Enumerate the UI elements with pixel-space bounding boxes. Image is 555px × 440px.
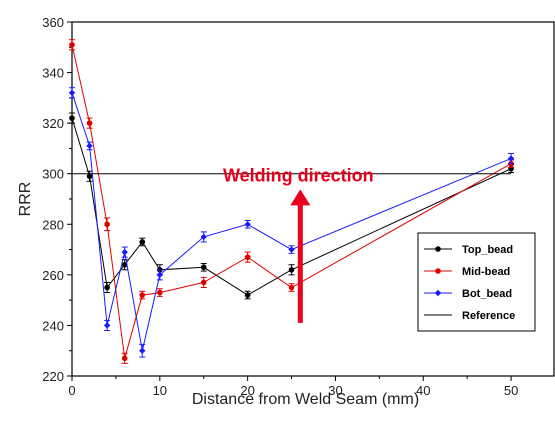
data-point-bot-bead xyxy=(103,322,111,329)
y-tick-label: 260 xyxy=(42,268,64,283)
y-tick-label: 240 xyxy=(42,318,64,333)
x-tick-label: 10 xyxy=(153,383,167,398)
data-point-mid-bead xyxy=(121,355,128,362)
y-tick-label: 300 xyxy=(42,167,64,182)
series-line-bot-bead xyxy=(71,92,512,351)
legend-label-reference: Reference xyxy=(462,310,515,322)
y-tick-label: 280 xyxy=(42,217,64,232)
data-point-bot-bead xyxy=(86,142,93,150)
data-point-bot-bead xyxy=(156,271,164,279)
legend-label-top-bead: Top_bead xyxy=(462,244,513,256)
data-point-top-bead xyxy=(139,239,146,245)
data-point-mid-bead xyxy=(288,284,295,291)
data-point-top-bead xyxy=(200,264,207,271)
welding-direction-label: Welding direction xyxy=(223,165,374,185)
data-point-bot-bead xyxy=(121,248,128,256)
y-tick-label: 320 xyxy=(42,116,64,131)
data-point-bot-bead xyxy=(288,246,295,253)
data-point-mid-bead xyxy=(157,289,163,296)
x-tick-label: 20 xyxy=(240,383,254,398)
y-tick-label: 340 xyxy=(42,66,64,81)
data-point-bot-bead xyxy=(68,89,76,96)
y-axis-title: RRR xyxy=(17,182,34,217)
x-tick-label: 30 xyxy=(328,383,342,398)
data-point-bot-bead xyxy=(244,221,251,228)
data-point-mid-bead xyxy=(244,254,251,260)
data-point-bot-bead xyxy=(139,347,146,354)
welding-direction-arrow-head xyxy=(290,189,311,206)
data-point-bot-bead xyxy=(507,155,515,162)
x-tick-label: 50 xyxy=(504,383,518,398)
data-point-mid-bead xyxy=(69,41,75,48)
x-axis-title: Distance from Weld Seam (mm) xyxy=(192,391,419,408)
y-tick-label: 220 xyxy=(42,369,64,384)
data-point-top-bead xyxy=(104,284,110,291)
x-tick-label: 0 xyxy=(68,383,75,398)
x-tick-label: 40 xyxy=(416,383,430,398)
data-point-mid-bead xyxy=(139,292,146,298)
data-point-top-bead xyxy=(288,267,295,273)
data-point-bot-bead xyxy=(200,233,207,241)
data-point-mid-bead xyxy=(86,120,93,126)
data-point-mid-bead xyxy=(200,279,207,286)
legend-label-mid-bead: Mid-bead xyxy=(462,266,510,278)
legend-label-bot-bead: Bot_bead xyxy=(462,288,512,300)
data-point-top-bead xyxy=(244,292,251,298)
data-point-mid-bead xyxy=(104,221,110,228)
data-point-top-bead xyxy=(121,261,128,268)
legend-marker-bot-bead xyxy=(434,289,442,297)
data-point-top-bead xyxy=(69,115,75,121)
legend-marker-top-bead xyxy=(435,246,441,252)
y-tick-label: 360 xyxy=(42,15,64,30)
data-point-top-bead xyxy=(86,173,93,180)
legend-marker-mid-bead xyxy=(435,268,441,274)
